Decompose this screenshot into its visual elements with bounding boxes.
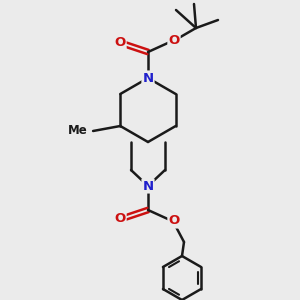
Text: N: N: [142, 179, 154, 193]
Text: O: O: [114, 212, 126, 226]
Text: O: O: [168, 34, 180, 47]
Text: O: O: [114, 37, 126, 50]
Text: O: O: [168, 214, 180, 227]
Text: N: N: [142, 71, 154, 85]
Text: Me: Me: [68, 124, 88, 137]
